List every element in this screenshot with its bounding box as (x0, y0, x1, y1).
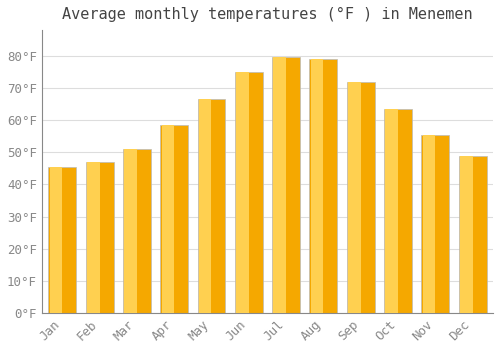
Bar (198, 99, 226, 313)
Bar (160, 125, 188, 313)
Bar (123, 149, 151, 313)
Bar (422, 135, 449, 313)
Bar (311, 59, 324, 313)
Bar (124, 149, 137, 313)
Bar (310, 59, 338, 313)
Bar (422, 135, 436, 313)
Bar (48, 167, 76, 313)
Bar (50, 167, 62, 313)
Title: Average monthly temperatures (°F ) in Menemen: Average monthly temperatures (°F ) in Me… (62, 7, 472, 22)
Bar (235, 72, 263, 313)
Bar (386, 109, 398, 313)
Bar (458, 155, 486, 313)
Bar (86, 162, 114, 313)
Bar (87, 162, 100, 313)
Bar (348, 82, 360, 313)
Bar (346, 82, 374, 313)
Bar (460, 155, 472, 313)
Bar (162, 125, 174, 313)
Bar (274, 57, 286, 313)
Bar (199, 99, 211, 313)
Bar (236, 72, 249, 313)
Bar (384, 109, 412, 313)
Bar (272, 57, 300, 313)
